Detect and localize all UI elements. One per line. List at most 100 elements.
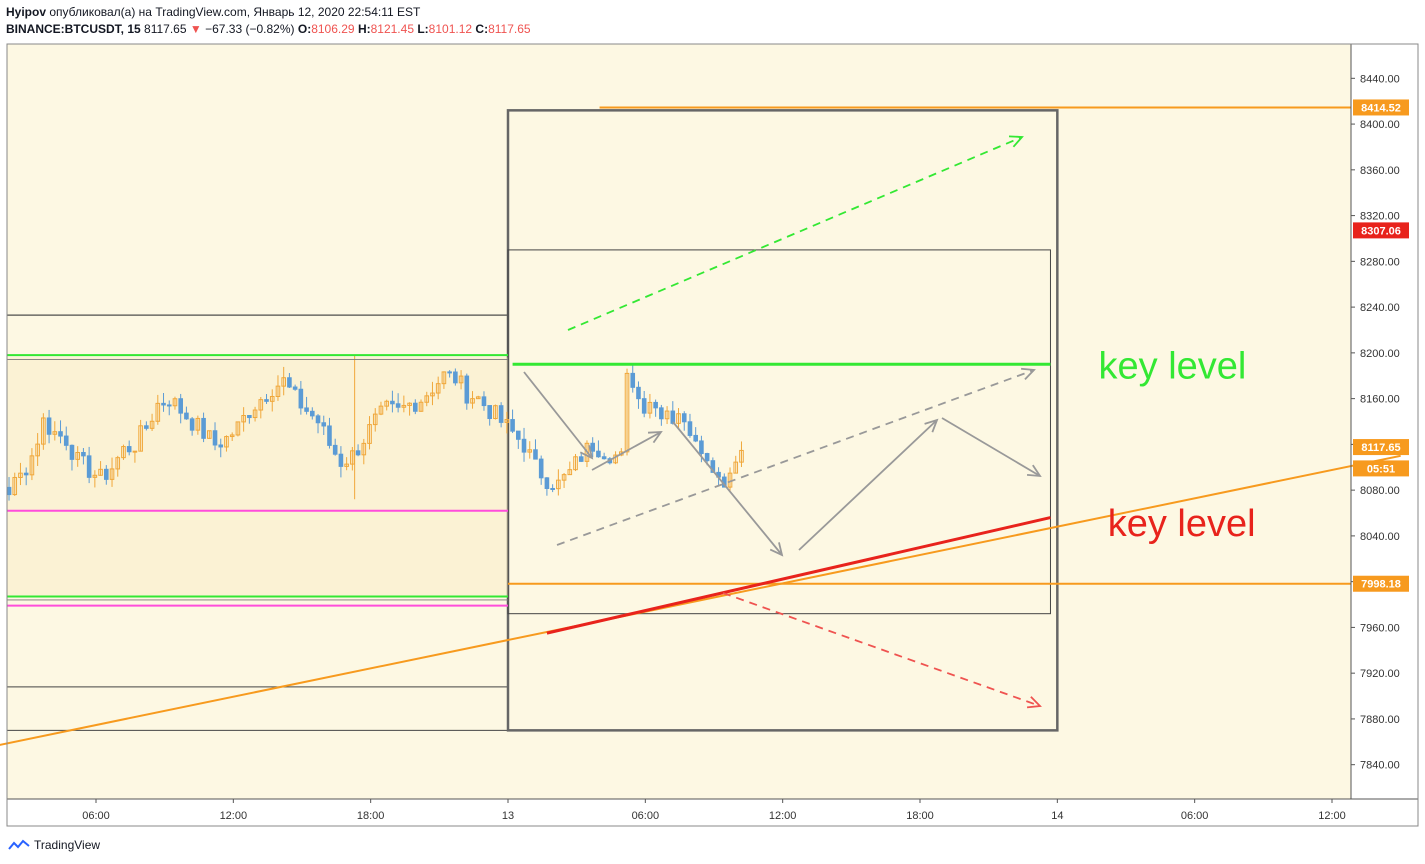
bullish-projection-arrow[interactable] xyxy=(567,135,1024,331)
candle-body xyxy=(46,417,52,435)
candle-body xyxy=(109,468,115,480)
candle-body xyxy=(493,405,498,420)
candle-body xyxy=(355,450,361,456)
candle-body xyxy=(1,479,5,487)
price-tag xyxy=(1353,575,1409,592)
candle-body xyxy=(630,372,636,388)
path-arrow-5[interactable] xyxy=(941,417,1042,478)
candle-body xyxy=(447,371,452,374)
open-value: 8106.29 xyxy=(311,22,355,36)
candle-body xyxy=(115,457,121,470)
open-label: O: xyxy=(297,22,312,36)
candle-body xyxy=(18,472,23,478)
candle-body xyxy=(98,468,103,476)
price-tag-label: 8307.06 xyxy=(1361,225,1401,237)
candle-body xyxy=(378,405,384,415)
candle-body xyxy=(338,453,344,467)
footer-brand[interactable]: TradingView xyxy=(34,838,101,852)
candle-body xyxy=(676,413,681,424)
candle-body xyxy=(636,386,641,400)
path-arrow-1[interactable] xyxy=(523,371,594,460)
y-tick-label: 8400.00 xyxy=(1360,119,1400,131)
published-text: опубликовал(а) на TradingView.com, Январ… xyxy=(49,5,421,19)
candle-body xyxy=(184,412,189,420)
candle-body xyxy=(161,402,166,406)
high-label: H: xyxy=(357,22,371,36)
x-tick-label: 12:00 xyxy=(1318,810,1346,822)
y-tick-label: 8040.00 xyxy=(1360,531,1400,543)
candle-body xyxy=(315,415,321,424)
candle-body xyxy=(86,455,92,478)
symbol-name: BINANCE:BTCUSDT, 15 xyxy=(6,22,141,36)
last-price: 8117.65 xyxy=(144,22,187,36)
candle-body xyxy=(407,402,412,406)
key-level-green-label: key level xyxy=(1099,345,1247,387)
price-tag xyxy=(1353,460,1409,477)
candle-body xyxy=(401,404,407,408)
candle-body xyxy=(527,449,533,453)
candles xyxy=(1,355,744,501)
publish-info: Hyipov опубликовал(а) на TradingView.com… xyxy=(6,5,420,19)
candle-body xyxy=(178,398,183,414)
candle-body xyxy=(384,400,389,407)
candle-body xyxy=(584,442,590,462)
candle-body xyxy=(739,449,744,463)
orange-trendline[interactable] xyxy=(0,454,1401,757)
candle-body xyxy=(207,430,212,439)
candle-body xyxy=(104,468,109,480)
candle-body xyxy=(390,400,395,405)
y-tick-label: 8200.00 xyxy=(1360,348,1400,360)
candle-body xyxy=(653,401,658,409)
path-arrow-4[interactable] xyxy=(798,418,939,551)
candle-body xyxy=(733,461,739,474)
path-arrow-3[interactable] xyxy=(672,421,784,557)
price-tag-label: 8414.52 xyxy=(1361,102,1401,114)
candle-body xyxy=(321,422,327,427)
candle-body xyxy=(189,418,195,431)
candle-body xyxy=(641,398,647,414)
candle-body xyxy=(241,414,246,423)
candle-body xyxy=(561,474,567,481)
candle-body xyxy=(304,407,309,412)
candle-body xyxy=(670,410,676,424)
candle-body xyxy=(458,375,464,384)
y-tick-label: 7840.00 xyxy=(1360,760,1400,772)
key-level-red-line[interactable] xyxy=(546,516,1051,635)
candle-body xyxy=(441,371,447,385)
candle-body xyxy=(172,398,178,407)
candle-body xyxy=(516,430,521,440)
candle-body xyxy=(430,392,435,397)
candle-body xyxy=(235,421,241,436)
x-tick-label: 12:00 xyxy=(220,810,248,822)
author-name[interactable]: Hyipov xyxy=(6,5,47,19)
candle-body xyxy=(647,401,653,414)
low-label: L: xyxy=(417,22,429,36)
y-tick-label: 7960.00 xyxy=(1360,622,1400,634)
path-arrow-2[interactable] xyxy=(591,431,663,471)
candle-body xyxy=(310,410,315,417)
candle-body xyxy=(344,463,349,467)
candle-body xyxy=(687,421,693,436)
candle-body xyxy=(413,402,418,412)
candle-body xyxy=(681,413,687,423)
candle-body xyxy=(81,451,86,457)
candle-body xyxy=(596,450,601,458)
candle-body xyxy=(367,424,372,444)
candle-body xyxy=(475,396,481,400)
change-arrow-icon: ▼ xyxy=(189,22,202,36)
close-value: 8117.65 xyxy=(488,22,531,36)
candle-body xyxy=(521,438,527,453)
candle-body xyxy=(75,451,80,460)
candle-body xyxy=(435,383,441,394)
bearish-projection-arrow[interactable] xyxy=(722,592,1042,709)
candle-body xyxy=(247,414,252,419)
candle-body xyxy=(464,375,470,404)
candle-body xyxy=(292,386,298,390)
neutral-projection-arrow[interactable] xyxy=(556,367,1036,546)
high-value: 8121.45 xyxy=(370,22,414,36)
y-tick-label: 8360.00 xyxy=(1360,165,1400,177)
x-tick-label: 06:00 xyxy=(82,810,110,822)
candle-body xyxy=(424,395,430,403)
candle-body xyxy=(372,413,378,426)
